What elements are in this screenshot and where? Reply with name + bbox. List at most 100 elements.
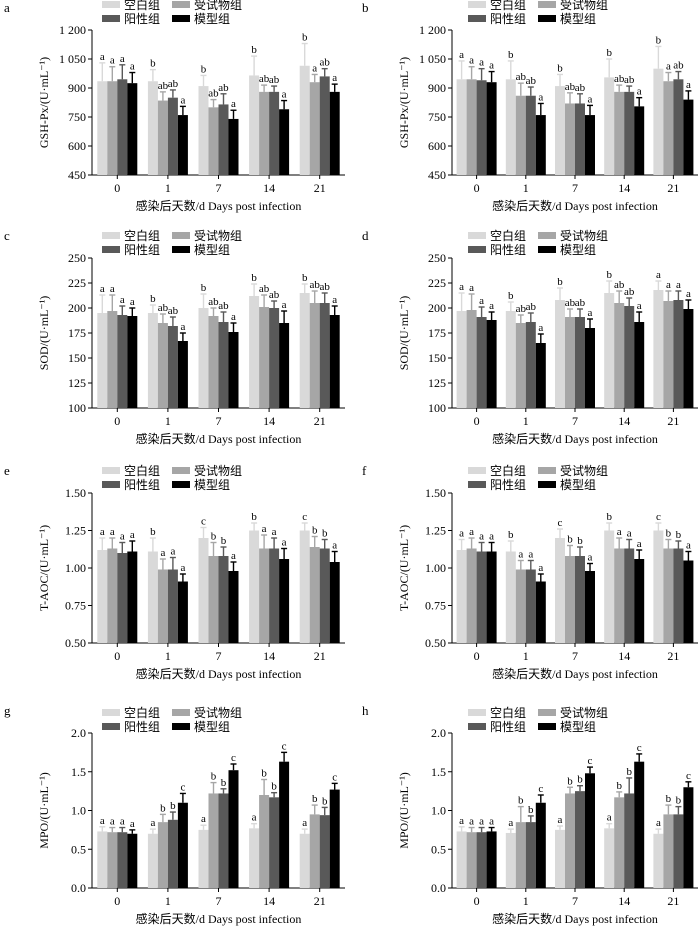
bar [456,831,467,888]
bar [456,79,467,175]
bar [515,822,526,888]
significance-label: ab [208,88,219,100]
bar [249,75,260,175]
bar [279,323,290,408]
bar [147,833,158,888]
x-tick-label: 1 [165,649,171,663]
significance-label: a [160,547,165,559]
significance-label: ab [208,296,219,308]
bar [683,560,694,643]
legend-swatch-3 [468,15,486,22]
significance-label: a [518,549,523,561]
significance-label: a [469,55,474,67]
bar [97,81,108,175]
bar [249,530,260,643]
legend-swatch-3 [102,723,120,730]
legend-label-3: 阳性组 [124,12,160,26]
bar [555,86,565,175]
bar [117,553,128,643]
bar [329,315,340,408]
significance-label: a [231,98,236,110]
bar [486,831,497,888]
legend-label-3: 阳性组 [124,243,160,257]
significance-label: b [312,525,318,537]
bar [476,317,487,408]
significance-label: b [322,528,328,540]
x-tick-label: 14 [263,414,275,428]
significance-label: b [150,293,156,305]
legend-label-4: 模型组 [560,720,596,734]
y-axis-label: MPO/(U·mL⁻¹) [37,772,51,849]
significance-label: b [676,795,682,807]
significance-label: a [110,526,115,538]
significance-label: b [626,766,632,778]
bar [683,309,694,408]
legend-label-1: 空白组 [490,463,526,478]
bar [127,833,138,888]
bar [329,562,340,643]
x-tick-label: 14 [618,894,630,908]
significance-label: a [180,321,185,333]
bar [673,814,684,888]
bar [177,341,188,408]
panel-letter: g [4,703,11,718]
bar [167,326,178,408]
significance-label: b [557,62,563,74]
significance-label: a [272,526,277,538]
x-tick-label: 21 [314,894,326,908]
bar [505,311,516,408]
x-tick-label: 21 [667,649,679,663]
bar [604,293,615,408]
significance-label: a [656,817,661,829]
significance-label: a [479,295,484,307]
bar [208,556,219,643]
bar [228,332,239,408]
significance-label: ab [320,57,331,69]
significance-label: a [558,814,563,826]
bar [604,77,615,175]
legend-label-3: 阳性组 [490,720,526,734]
legend-swatch-4 [172,246,190,253]
significance-label: a [489,816,494,828]
significance-label: b [577,535,583,547]
panel-letter: h [362,703,369,718]
legend-label-4: 模型组 [194,720,230,734]
legend-swatch-4 [538,481,556,488]
bar [269,797,280,888]
legend-swatch-4 [172,723,190,730]
legend-label-2: 受试物组 [194,705,242,720]
bar [208,793,219,888]
bar [663,814,674,888]
legend-label-2: 受试物组 [560,0,608,12]
bar [157,100,168,175]
bar [147,313,158,408]
significance-label: a [469,282,474,294]
legend-swatch-1 [468,1,486,8]
significance-label: a [489,300,494,312]
significance-label: ab [269,289,280,301]
significance-label: a [459,528,464,540]
bar [97,313,108,408]
significance-label: a [637,300,642,312]
significance-label: b [251,44,257,56]
panel-letter: c [4,228,10,243]
bar [555,829,565,888]
bar [198,538,209,643]
x-tick-label: 14 [618,649,630,663]
bar [218,556,229,643]
significance-label: c [558,517,563,529]
legend-label-1: 空白组 [124,463,160,478]
legend-label-1: 空白组 [124,228,160,243]
bar [97,831,108,888]
significance-label: b [160,802,166,814]
legend-label-1: 空白组 [124,0,160,12]
y-tick-label: 750 [68,110,86,124]
legend-label-4: 模型组 [194,243,230,257]
significance-label: b [557,276,563,288]
x-tick-label: 7 [216,649,222,663]
